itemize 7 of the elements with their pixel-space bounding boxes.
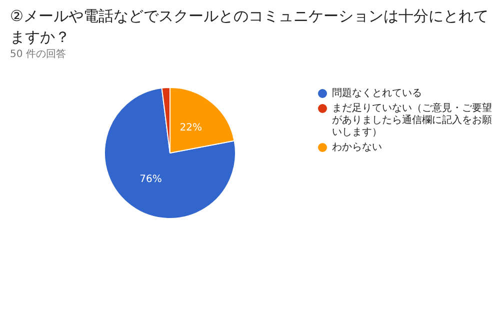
chart-subtitle: 50 件の回答 bbox=[10, 48, 66, 61]
data-label: 76% bbox=[140, 174, 162, 186]
data-label: 22% bbox=[180, 122, 202, 134]
legend-label: わからない bbox=[332, 142, 382, 153]
legend-label: 問題なくとれている bbox=[332, 88, 422, 99]
legend-label: まだ足りていない（ご意見・ご要望がありましたら通信欄に記入をお願いします） bbox=[332, 103, 492, 138]
chart-title: ②メールや電話などでスクールとのコミュニケーションは十分にとれてますか？ bbox=[10, 6, 490, 48]
